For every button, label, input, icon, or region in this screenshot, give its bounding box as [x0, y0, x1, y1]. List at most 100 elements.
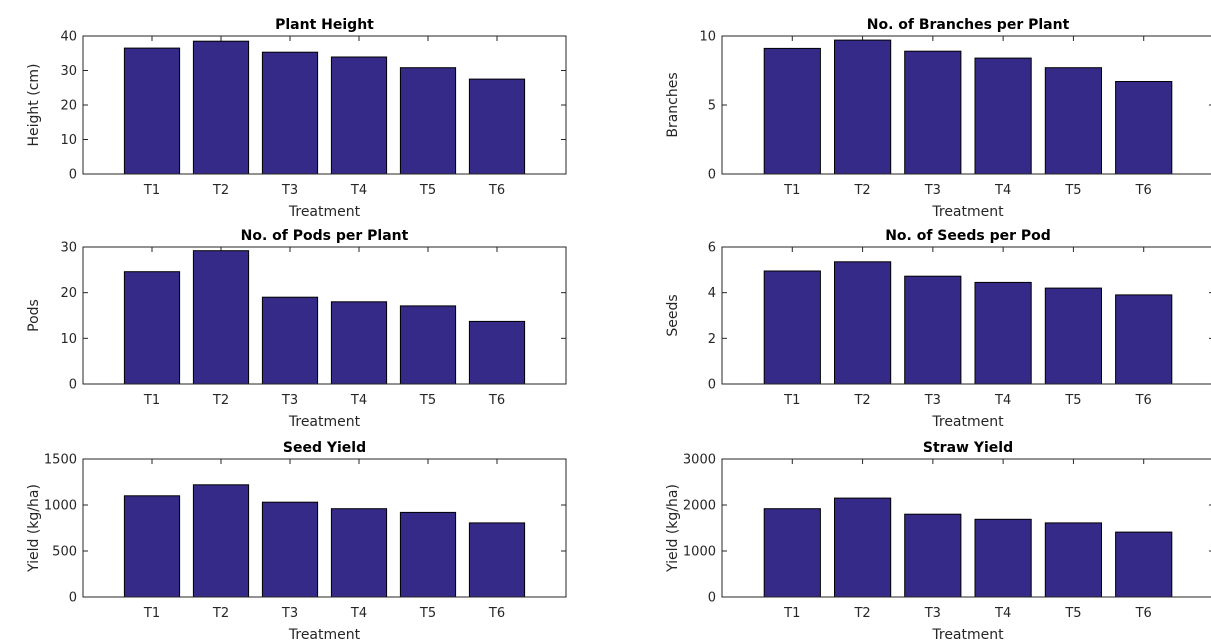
- bar-t1: [764, 48, 820, 174]
- bar-t4: [975, 282, 1031, 384]
- x-tick-label: T5: [419, 606, 436, 621]
- bar-t1: [764, 509, 820, 597]
- bar-t5: [400, 512, 455, 597]
- bar-t3: [262, 502, 317, 597]
- y-tick-label: 0: [69, 378, 77, 393]
- y-tick-label: 0: [708, 378, 716, 393]
- x-tick-label: T6: [1135, 606, 1152, 621]
- y-tick-label: 10: [699, 30, 716, 45]
- bar-t6: [1116, 295, 1172, 384]
- x-axis-label: Treatment: [931, 414, 1004, 430]
- x-tick-label: T3: [924, 183, 941, 198]
- x-tick-label: T3: [924, 606, 941, 621]
- x-axis-label: Treatment: [288, 627, 361, 641]
- bar-t3: [905, 51, 961, 174]
- x-tick-label: T2: [212, 183, 229, 198]
- bar-t5: [400, 68, 455, 174]
- bar-t2: [193, 485, 248, 597]
- x-tick-label: T2: [853, 183, 870, 198]
- x-tick-label: T4: [350, 183, 367, 198]
- x-tick-label: T1: [783, 606, 800, 621]
- branches-per-plant-chart: No. of Branches per Plant Treatment Bran…: [665, 17, 1211, 220]
- chart-title: No. of Seeds per Pod: [885, 228, 1051, 244]
- y-axis-label: Height (cm): [26, 64, 42, 147]
- x-tick-label: T1: [783, 183, 800, 198]
- bar-t6: [469, 523, 524, 597]
- pods-per-plant-chart: No. of Pods per Plant Treatment Pods 0 10…: [26, 228, 566, 430]
- bar-t4: [331, 57, 386, 174]
- x-tick-label: T2: [212, 393, 229, 408]
- bar-t5: [1045, 68, 1101, 174]
- chart-title: No. of Pods per Plant: [241, 228, 409, 244]
- y-axis-label: Seeds: [665, 294, 681, 336]
- x-tick-label: T4: [994, 183, 1011, 198]
- plant-height-chart: Plant Height Treatment Height (cm) 0 10 20…: [26, 17, 566, 220]
- x-tick-label: T3: [281, 606, 298, 621]
- chart-title: Plant Height: [275, 17, 374, 33]
- x-tick-label: T5: [1064, 393, 1081, 408]
- chart-title: No. of Branches per Plant: [867, 17, 1070, 33]
- seed-yield-chart: Seed Yield Treatment Yield (kg/ha) 0 500 1…: [26, 440, 566, 641]
- x-tick-label: T3: [281, 183, 298, 198]
- x-tick-label: T5: [1064, 606, 1081, 621]
- y-tick-label: 20: [60, 99, 77, 114]
- bar-t5: [400, 306, 455, 384]
- x-tick-label: T5: [419, 393, 436, 408]
- bars: [124, 41, 524, 174]
- x-tick-label: T3: [281, 393, 298, 408]
- bar-t3: [905, 276, 961, 384]
- x-tick-label: T4: [350, 606, 367, 621]
- x-tick-label: T1: [143, 606, 160, 621]
- x-tick-label: T6: [488, 183, 505, 198]
- y-tick-label: 1500: [44, 453, 77, 468]
- x-axis-label: Treatment: [288, 414, 361, 430]
- y-tick-label: 1000: [683, 545, 716, 560]
- x-tick-label: T2: [212, 606, 229, 621]
- y-tick-label: 10: [60, 332, 77, 347]
- x-tick-label: T6: [488, 393, 505, 408]
- y-tick-label: 500: [52, 545, 77, 560]
- bars: [764, 262, 1172, 384]
- x-tick-label: T1: [143, 393, 160, 408]
- y-tick-label: 40: [60, 30, 77, 45]
- bar-t1: [124, 496, 179, 597]
- chart-title: Seed Yield: [283, 440, 366, 456]
- bars: [764, 40, 1172, 174]
- bar-t4: [975, 58, 1031, 174]
- y-tick-label: 20: [60, 286, 77, 301]
- x-tick-label: T5: [1064, 183, 1081, 198]
- y-axis-label: Branches: [665, 72, 681, 137]
- y-tick-label: 0: [69, 168, 77, 183]
- y-tick-label: 5: [708, 99, 716, 114]
- x-tick-label: T6: [1135, 183, 1152, 198]
- bar-t1: [764, 271, 820, 384]
- bar-t6: [469, 321, 524, 384]
- y-tick-label: 0: [69, 591, 77, 606]
- bar-t6: [1116, 82, 1172, 175]
- bar-t5: [1045, 288, 1101, 384]
- x-tick-label: T4: [350, 393, 367, 408]
- bar-t4: [975, 519, 1031, 597]
- y-axis-label: Yield (kg/ha): [26, 484, 42, 573]
- y-tick-label: 0: [708, 168, 716, 183]
- bars: [124, 251, 524, 384]
- bar-t2: [193, 251, 248, 384]
- bar-t2: [835, 262, 891, 384]
- x-tick-label: T4: [994, 606, 1011, 621]
- y-tick-label: 0: [708, 591, 716, 606]
- bar-t2: [835, 498, 891, 597]
- y-tick-label: 10: [60, 133, 77, 148]
- x-tick-label: T6: [1135, 393, 1152, 408]
- y-tick-label: 4: [708, 286, 716, 301]
- x-tick-label: T2: [853, 606, 870, 621]
- bar-t6: [1116, 532, 1172, 597]
- bar-t3: [262, 297, 317, 384]
- bars: [764, 498, 1172, 597]
- y-axis-label: Yield (kg/ha): [665, 484, 681, 573]
- x-tick-label: T5: [419, 183, 436, 198]
- x-axis-label: Treatment: [931, 204, 1004, 220]
- x-tick-label: T4: [994, 393, 1011, 408]
- bar-t2: [193, 41, 248, 174]
- chart-title: Straw Yield: [923, 440, 1013, 456]
